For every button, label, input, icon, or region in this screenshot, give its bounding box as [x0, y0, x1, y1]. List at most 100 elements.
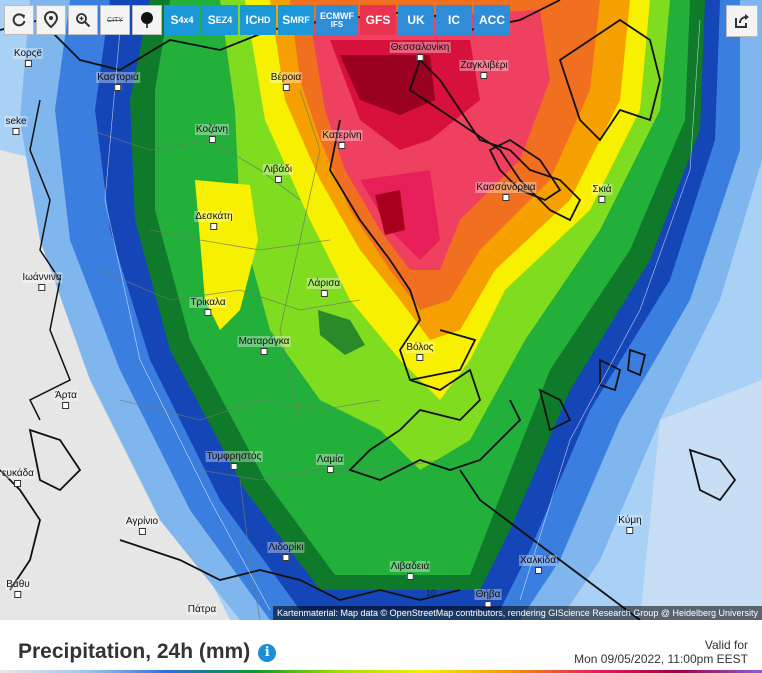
- city-name: Βόλος: [405, 342, 435, 353]
- city-marker[interactable]: Τυμφρηστός: [205, 451, 263, 470]
- valid-label: Valid for: [704, 638, 748, 652]
- city-marker[interactable]: Κασσάνδρεια: [475, 182, 537, 201]
- city-marker[interactable]: ευκάδα: [1, 468, 35, 487]
- map-title-text: Precipitation, 24h (mm): [18, 640, 251, 663]
- model-button-smrf[interactable]: S MRF: [278, 5, 314, 35]
- point-marker-icon: [141, 12, 153, 28]
- refresh-icon: [12, 13, 26, 27]
- city-name: Λιβαδειά: [389, 561, 431, 572]
- city-name: ευκάδα: [1, 468, 35, 479]
- precipitation-field: [0, 0, 762, 620]
- city-marker[interactable]: Καστοριά: [96, 72, 140, 91]
- refresh-button[interactable]: [4, 5, 34, 35]
- location-button[interactable]: [36, 5, 66, 35]
- city-name: Λαμία: [315, 454, 345, 465]
- model-label: S: [170, 13, 179, 27]
- model-label: S: [207, 13, 216, 27]
- city-labels-button[interactable]: CITY: [100, 5, 130, 35]
- city-name: Ζαγκλιβέρι: [459, 60, 509, 71]
- city-marker[interactable]: Λιβαδειά: [389, 561, 431, 580]
- share-icon: [735, 14, 749, 28]
- city-name: Βάθυ: [5, 579, 31, 590]
- city-marker[interactable]: Λιδορίκι: [267, 542, 305, 561]
- city-name: Καστοριά: [96, 72, 140, 83]
- city-marker[interactable]: Ιωάννινα: [21, 272, 63, 291]
- city-name: Τρίκαλα: [189, 297, 227, 308]
- city-marker[interactable]: Αγρίνιο: [124, 516, 160, 535]
- point-marker-button[interactable]: [132, 5, 162, 35]
- city-name: Λιδορίκι: [267, 542, 305, 553]
- city-label: CITY: [107, 16, 123, 24]
- toolbar: CITY S 4x4 S EZ4 IC HD S MRF ECMWF IFS GFS UK…: [4, 5, 510, 35]
- model-sublabel: 4x4: [178, 14, 194, 25]
- color-scale-bar: [0, 670, 762, 673]
- model-label: ACC: [479, 13, 505, 27]
- zoom-button[interactable]: [68, 5, 98, 35]
- model-label: S: [282, 13, 291, 27]
- city-name: Κύμη: [617, 515, 643, 526]
- city-name: Χαλκίδα: [518, 555, 558, 566]
- city-marker[interactable]: Χαλκίδα: [518, 555, 558, 574]
- model-label: IC: [448, 13, 460, 27]
- city-name: Ματαράγκα: [237, 336, 291, 347]
- city-marker[interactable]: Ματαράγκα: [237, 336, 291, 355]
- precipitation-map[interactable]: CITY S 4x4 S EZ4 IC HD S MRF ECMWF IFS GFS UK…: [0, 0, 762, 620]
- model-button-ichd[interactable]: IC HD: [240, 5, 276, 35]
- city-name: Αγρίνιο: [124, 516, 160, 527]
- model-button-gfs[interactable]: GFS: [360, 5, 396, 35]
- model-button-uk[interactable]: UK: [398, 5, 434, 35]
- city-marker[interactable]: seke: [4, 116, 28, 135]
- city-marker[interactable]: Κατερίνη: [321, 130, 363, 149]
- city-marker[interactable]: Δεσκάτη: [194, 211, 234, 230]
- city-marker[interactable]: Σκιά: [591, 184, 613, 203]
- city-name: Τυμφρηστός: [205, 451, 263, 462]
- valid-datetime: Mon 09/05/2022, 11:00pm EEST: [574, 652, 748, 666]
- location-pin-icon: [43, 11, 59, 29]
- model-sublabel: EZ4: [215, 14, 233, 25]
- city-marker[interactable]: Τρίκαλα: [189, 297, 227, 316]
- city-marker[interactable]: Πάτρα: [186, 604, 218, 615]
- map-attribution: Kartenmaterial: Map data © OpenStreetMap…: [273, 606, 762, 620]
- valid-time: Valid for Mon 09/05/2022, 11:00pm EEST: [574, 638, 748, 666]
- footer: Precipitation, 24h (mm) i Valid for Mon 0…: [0, 620, 762, 673]
- city-marker[interactable]: Θεσσαλονίκη: [389, 42, 451, 61]
- city-marker[interactable]: Λαμία: [315, 454, 345, 473]
- city-name: Πάτρα: [186, 604, 218, 615]
- city-name: Λιβάδι: [262, 164, 294, 175]
- model-label: GFS: [365, 13, 391, 27]
- city-name: Δεσκάτη: [194, 211, 234, 222]
- model-label: ECMWF: [320, 10, 354, 21]
- info-icon[interactable]: i: [258, 644, 277, 662]
- model-label: IC: [245, 13, 258, 27]
- city-marker[interactable]: Ζαγκλιβέρι: [459, 60, 509, 79]
- city-marker[interactable]: Κοζάνη: [194, 124, 230, 143]
- model-sublabel: IFS: [330, 19, 344, 29]
- model-button-ic[interactable]: IC: [436, 5, 472, 35]
- model-button-ecmwf[interactable]: ECMWF IFS: [316, 5, 358, 35]
- city-name: Σκιά: [591, 184, 613, 195]
- city-marker[interactable]: Βόλος: [405, 342, 435, 361]
- city-marker[interactable]: Λάρισα: [306, 278, 342, 297]
- model-label: UK: [407, 13, 425, 27]
- city-marker[interactable]: Λιβάδι: [262, 164, 294, 183]
- model-sublabel: HD: [257, 14, 271, 25]
- share-button[interactable]: [726, 5, 758, 37]
- city-name: Λάρισα: [306, 278, 342, 289]
- city-marker[interactable]: Άρτα: [54, 390, 78, 409]
- city-name: Κασσάνδρεια: [475, 182, 537, 193]
- city-name: Θήβα: [474, 589, 502, 600]
- city-name: Θεσσαλονίκη: [389, 42, 451, 53]
- map-title: Precipitation, 24h (mm) i: [18, 640, 277, 664]
- city-marker[interactable]: Κύμη: [617, 515, 643, 534]
- city-name: Κοζάνη: [194, 124, 230, 135]
- model-button-s4x4[interactable]: S 4x4: [164, 5, 200, 35]
- model-button-acc[interactable]: ACC: [474, 5, 510, 35]
- city-marker[interactable]: Βάθυ: [5, 579, 31, 598]
- city-marker[interactable]: Κορςë: [12, 48, 44, 67]
- city-marker[interactable]: Βέροια: [269, 72, 303, 91]
- city-name: Άρτα: [54, 390, 78, 401]
- contour-label: 10: [426, 588, 437, 598]
- city-name: Κατερίνη: [321, 130, 363, 141]
- city-name: seke: [4, 116, 28, 127]
- model-button-sez4[interactable]: S EZ4: [202, 5, 238, 35]
